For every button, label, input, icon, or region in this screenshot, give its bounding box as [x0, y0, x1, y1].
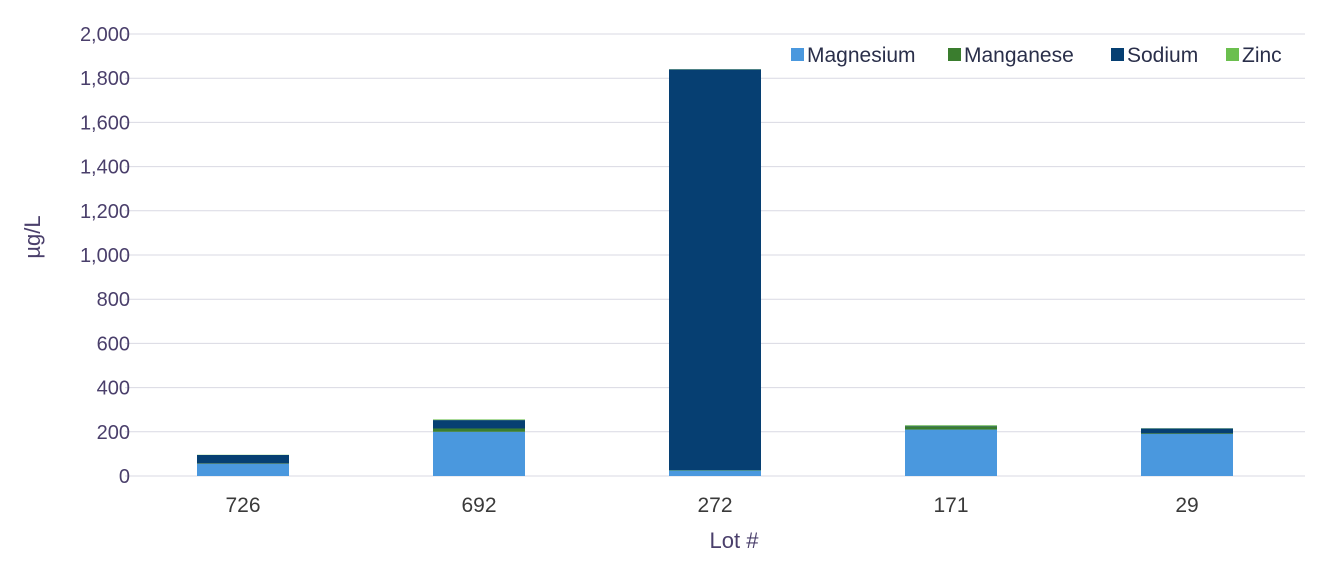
legend-swatch [1111, 48, 1124, 61]
y-tick-label: 400 [97, 378, 130, 400]
x-tick-label: 171 [933, 494, 968, 517]
x-tick-label: 29 [1175, 494, 1198, 517]
bar-stack-29 [1141, 428, 1233, 476]
legend-item-manganese: Manganese [948, 44, 1074, 67]
y-tick-label: 1,000 [80, 245, 130, 267]
y-tick-label: 800 [97, 289, 130, 311]
legend-swatch [1226, 48, 1239, 61]
bar-sodium-29 [1141, 428, 1233, 434]
y-tick-label: 1,400 [80, 157, 130, 179]
y-tick-label: 600 [97, 333, 130, 355]
legend-item-magnesium: Magnesium [791, 44, 916, 67]
bar-stack-692 [433, 419, 525, 476]
bar-magnesium-272 [669, 470, 761, 476]
bar-stack-726 [197, 454, 289, 476]
bar-magnesium-29 [1141, 434, 1233, 476]
bar-zinc-692 [433, 419, 525, 421]
bar-magnesium-726 [197, 463, 289, 476]
bar-stack-171 [905, 425, 997, 476]
legend-label: Manganese [964, 44, 1074, 67]
bars [197, 69, 1233, 476]
bar-manganese-692 [433, 428, 525, 432]
legend-label: Zinc [1242, 44, 1282, 67]
y-tick-label: 200 [97, 422, 130, 444]
x-axis-ticks: 726 692 272 171 29 [225, 494, 1198, 517]
x-tick-label: 726 [225, 494, 260, 517]
bar-magnesium-171 [905, 429, 997, 476]
x-axis-title: Lot # [710, 528, 760, 553]
bar-stack-272 [669, 69, 761, 476]
legend: Magnesium Manganese Sodium Zinc [791, 44, 1282, 67]
y-axis-title: µg/L [20, 215, 45, 258]
bar-sodium-272 [669, 69, 761, 471]
bar-magnesium-692 [433, 431, 525, 476]
legend-label: Magnesium [807, 44, 916, 67]
bar-manganese-29 [1141, 433, 1233, 435]
legend-item-sodium: Sodium [1111, 44, 1198, 67]
y-tick-label: 2,000 [80, 24, 130, 46]
y-tick-label: 1,600 [80, 112, 130, 134]
bar-zinc-171 [905, 425, 997, 426]
y-tick-label: 1,800 [80, 68, 130, 90]
legend-swatch [948, 48, 961, 61]
x-tick-label: 692 [461, 494, 496, 517]
legend-swatch [791, 48, 804, 61]
legend-label: Sodium [1127, 44, 1198, 67]
bar-manganese-171 [905, 426, 997, 430]
x-tick-label: 272 [697, 494, 732, 517]
y-tick-label: 0 [119, 466, 130, 488]
bar-sodium-726 [197, 455, 289, 464]
y-axis-ticks: 0 200 400 600 800 1,000 1,200 1,400 1,600 1,800 2,… [80, 24, 130, 488]
legend-item-zinc: Zinc [1226, 44, 1282, 67]
bar-sodium-692 [433, 420, 525, 429]
y-tick-label: 1,200 [80, 201, 130, 223]
